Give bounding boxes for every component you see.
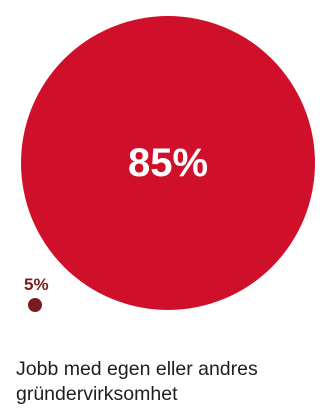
bubble-5-percent [28, 298, 42, 312]
bubble-85-percent [21, 16, 315, 310]
bubble-85-percent-label: 85% [128, 141, 208, 185]
bubble-5-percent-label: 5% [24, 275, 49, 294]
chart-caption: Jobb med egen eller andres gründervirkso… [16, 358, 258, 405]
bubble-chart: 85% 5% [21, 16, 315, 312]
